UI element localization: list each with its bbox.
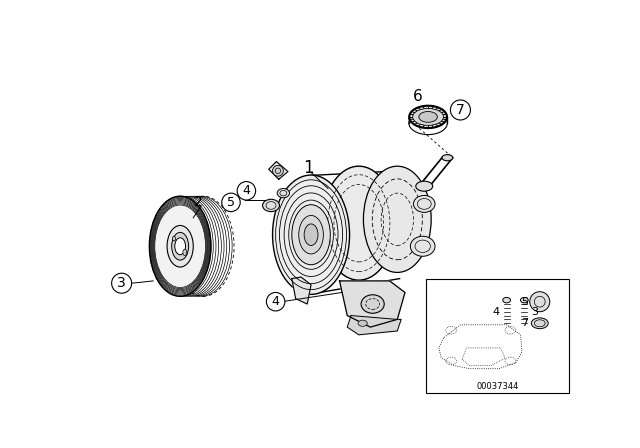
Ellipse shape: [410, 236, 435, 256]
Text: 3: 3: [117, 276, 126, 290]
Polygon shape: [348, 315, 401, 335]
Circle shape: [111, 273, 132, 293]
Text: 2: 2: [195, 195, 203, 209]
Circle shape: [221, 193, 240, 211]
Circle shape: [451, 100, 470, 120]
Text: 4: 4: [243, 184, 250, 197]
Ellipse shape: [277, 189, 289, 198]
Ellipse shape: [299, 215, 323, 254]
Ellipse shape: [167, 225, 193, 267]
Ellipse shape: [442, 155, 452, 161]
Text: 7: 7: [456, 103, 465, 117]
Ellipse shape: [531, 318, 548, 329]
Ellipse shape: [364, 166, 431, 272]
Circle shape: [273, 165, 284, 176]
Ellipse shape: [520, 297, 528, 303]
Ellipse shape: [410, 106, 447, 128]
Text: 5: 5: [521, 297, 528, 307]
Ellipse shape: [419, 112, 437, 122]
Text: 00037344: 00037344: [476, 382, 518, 391]
Ellipse shape: [413, 108, 444, 125]
Polygon shape: [269, 162, 288, 179]
Ellipse shape: [304, 224, 318, 246]
Ellipse shape: [183, 250, 187, 255]
Circle shape: [530, 292, 550, 312]
Ellipse shape: [292, 205, 330, 265]
Bar: [426, 279, 569, 392]
Polygon shape: [292, 277, 311, 304]
Text: 4: 4: [492, 307, 499, 317]
Ellipse shape: [503, 297, 511, 303]
Ellipse shape: [273, 175, 349, 294]
Ellipse shape: [413, 195, 435, 212]
Ellipse shape: [322, 166, 396, 280]
Ellipse shape: [172, 236, 175, 241]
Polygon shape: [340, 281, 405, 327]
Circle shape: [237, 181, 255, 200]
Text: 6: 6: [413, 89, 423, 103]
Ellipse shape: [172, 233, 189, 260]
Ellipse shape: [149, 196, 211, 296]
Ellipse shape: [175, 238, 186, 255]
Ellipse shape: [416, 181, 433, 191]
Ellipse shape: [361, 295, 384, 313]
Text: 5: 5: [227, 196, 235, 209]
Text: 4: 4: [272, 295, 280, 308]
Ellipse shape: [358, 320, 367, 326]
Text: 1: 1: [303, 159, 314, 177]
Text: 7: 7: [521, 318, 528, 328]
Ellipse shape: [262, 199, 280, 211]
Circle shape: [266, 293, 285, 311]
Text: 3: 3: [532, 307, 539, 317]
